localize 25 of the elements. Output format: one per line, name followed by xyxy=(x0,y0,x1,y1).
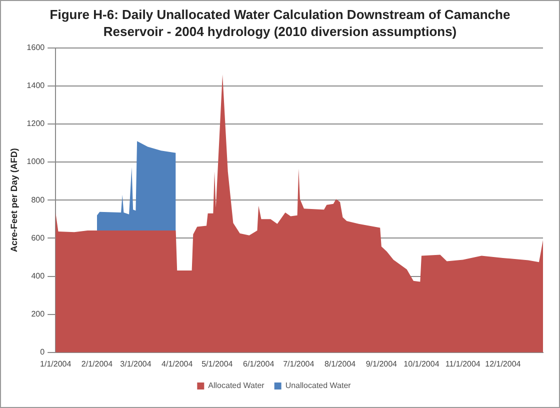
y-tick-label: 1600 xyxy=(26,43,46,52)
y-tick-label: 1200 xyxy=(26,119,46,128)
x-tick-label: 1/1/2004 xyxy=(40,359,72,368)
x-tick-label: 10/1/2004 xyxy=(404,359,440,368)
y-tick-label: 400 xyxy=(31,271,46,280)
x-tick-label: 11/1/2004 xyxy=(445,359,481,368)
x-tick-label: 8/1/2004 xyxy=(324,359,356,368)
x-tick-label: 4/1/2004 xyxy=(162,359,194,368)
legend-label: Allocated Water xyxy=(208,381,265,390)
chart-title: Figure H-6: Daily Unallocated Water Calculation Downstream of Camanche Reservoir - 2004 hydrology (2010 diversion assumptions) xyxy=(48,6,512,40)
y-tick-label: 1400 xyxy=(26,81,46,90)
y-axis-title: Acre-Feet per Day (AFD) xyxy=(8,148,19,252)
x-tick-label: 9/1/2004 xyxy=(366,359,398,368)
y-tick-label: 600 xyxy=(31,233,46,242)
x-tick-label: 12/1/2004 xyxy=(485,359,522,368)
legend-label: Unallocated Water xyxy=(285,381,352,390)
y-tick-label: 1000 xyxy=(26,157,46,166)
x-tick-label: 3/1/2004 xyxy=(120,359,152,368)
x-tick-label: 5/1/2004 xyxy=(202,359,234,368)
x-tick-label: 2/1/2004 xyxy=(81,359,114,368)
y-tick-label: 800 xyxy=(31,195,46,204)
x-tick-label: 6/1/2004 xyxy=(243,359,275,368)
y-tick-label: 200 xyxy=(31,310,46,319)
y-tick-label: 0 xyxy=(40,348,46,357)
x-tick-label: 7/1/2004 xyxy=(283,359,315,368)
